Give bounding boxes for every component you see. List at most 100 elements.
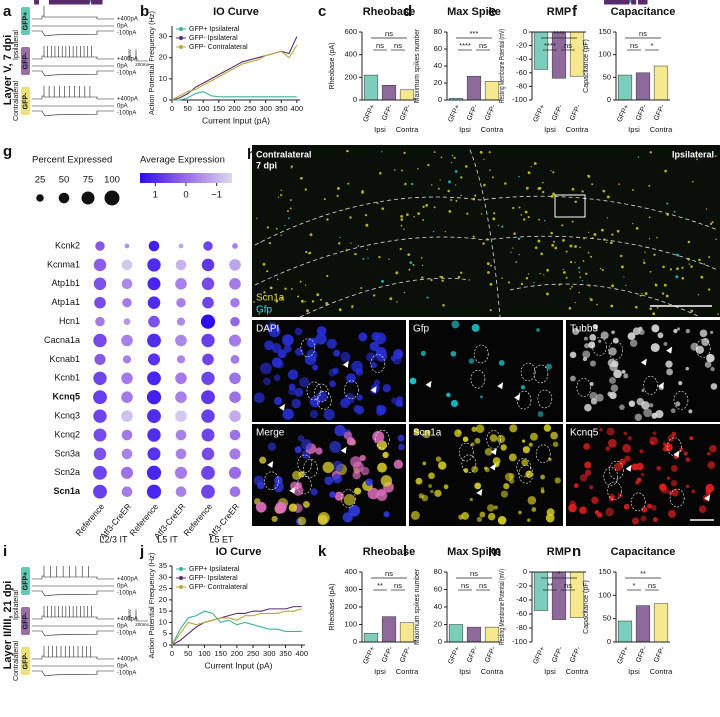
speckle	[707, 461, 716, 469]
y-tick-label: 600	[344, 27, 357, 36]
speckle	[410, 510, 420, 520]
speckle	[568, 306, 572, 310]
speckle	[489, 282, 493, 286]
speckle	[351, 305, 354, 308]
speckle	[367, 487, 380, 500]
cell-outline	[537, 389, 553, 409]
speckle	[340, 351, 351, 362]
speckle	[381, 151, 383, 153]
color-bar	[140, 173, 232, 183]
speckle	[591, 183, 594, 186]
speckle	[351, 307, 353, 309]
speckle	[676, 267, 679, 271]
legend-swatch	[179, 27, 183, 31]
speckle	[309, 410, 319, 419]
y-axis-label: Resting Membrane Potential (mV)	[499, 569, 506, 645]
dot	[232, 243, 238, 249]
bar	[484, 626, 500, 643]
speckle	[381, 207, 385, 210]
side-label: Ipsilateral	[13, 590, 20, 620]
y-tick-label: 80	[434, 27, 442, 36]
speckle	[698, 258, 701, 262]
trace	[32, 46, 114, 60]
trace	[32, 670, 114, 677]
speckle	[391, 397, 398, 404]
speckle	[497, 515, 507, 525]
speckle	[606, 427, 615, 436]
y-tick-label: -60	[516, 68, 527, 77]
speckle	[482, 242, 485, 245]
speckle	[489, 169, 491, 171]
bar	[533, 31, 549, 70]
bar	[653, 65, 669, 101]
speckle	[284, 287, 287, 291]
sig-label: ns	[564, 41, 572, 50]
trace	[32, 646, 114, 660]
speckle	[382, 384, 391, 393]
scale-label: 200ms	[135, 62, 149, 67]
speckle	[528, 442, 533, 447]
y-axis-label: Resting Membrane Potential (mV)	[499, 29, 506, 103]
speckle	[294, 327, 303, 336]
speckle	[558, 283, 561, 286]
x-tick-label: 300	[259, 104, 272, 113]
speckle	[365, 223, 369, 227]
speckle	[286, 209, 289, 212]
bar	[653, 603, 669, 643]
x-tick-label: GFP-	[653, 103, 667, 122]
speckle	[710, 330, 714, 334]
speckle	[675, 275, 679, 279]
x-tick-label: GFP-	[569, 645, 583, 664]
sig-label: ****	[459, 41, 471, 50]
y-axis-label: Action Potential Frequency (Hz)	[147, 552, 156, 658]
speckle	[378, 255, 381, 259]
speckle	[297, 516, 307, 526]
speckle	[356, 394, 363, 401]
speckle	[709, 222, 713, 225]
arrowhead	[342, 360, 349, 368]
row-label: Atp1b1	[51, 278, 80, 288]
speckle	[326, 274, 329, 278]
y-tick-label: 0	[163, 640, 167, 649]
speckle	[640, 472, 645, 477]
speckle	[360, 466, 370, 476]
speckle	[388, 258, 390, 260]
legend-title: Average Expression	[140, 155, 225, 166]
speckle	[273, 481, 284, 493]
speckle	[305, 250, 308, 254]
speckle	[310, 488, 318, 496]
speckle	[698, 505, 707, 513]
speckle	[622, 443, 632, 453]
arrowhead	[514, 393, 521, 401]
speckle	[667, 509, 677, 518]
speckle	[450, 350, 457, 357]
speckle	[666, 213, 670, 216]
speckle	[584, 343, 590, 349]
speckle	[343, 494, 356, 506]
speckle	[699, 329, 708, 338]
size-legend-dot	[104, 190, 120, 206]
cell-outline	[316, 391, 332, 410]
trace	[32, 86, 114, 100]
speckle	[601, 268, 604, 271]
speckle	[710, 366, 715, 372]
marker	[624, 0, 630, 5]
dot	[93, 447, 107, 461]
speckle	[685, 366, 690, 371]
y-axis-label: Maximum spikes number	[414, 28, 421, 103]
speckle	[669, 304, 672, 307]
y-tick-label: 0	[607, 637, 611, 646]
speckle	[590, 255, 593, 258]
boundary	[469, 149, 501, 318]
speckle	[274, 396, 283, 406]
speckle	[579, 276, 582, 279]
speckle	[324, 476, 334, 485]
legend-title: Percent Expressed	[32, 155, 112, 166]
speckle	[562, 239, 565, 242]
series-line	[171, 44, 298, 101]
dot	[121, 372, 133, 385]
speckle	[588, 284, 591, 287]
speckle	[413, 215, 415, 218]
cell-outline	[473, 344, 489, 364]
speckle	[665, 294, 669, 298]
